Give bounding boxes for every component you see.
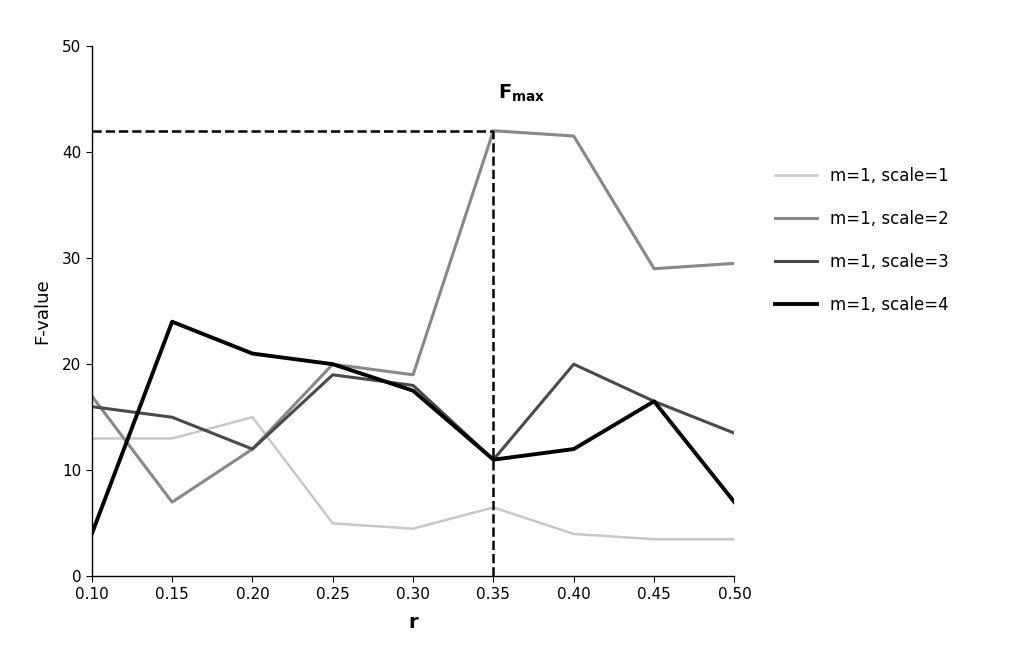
m=1, scale=4 — [247, 350, 259, 358]
Line: m=1, scale=4: m=1, scale=4 — [92, 322, 734, 534]
m=1, scale=2 — [567, 132, 579, 140]
m=1, scale=3 — [728, 429, 740, 437]
m=1, scale=2 — [166, 498, 178, 506]
m=1, scale=2 — [728, 259, 740, 267]
X-axis label: r: r — [408, 613, 418, 632]
m=1, scale=1 — [567, 530, 579, 538]
m=1, scale=3 — [487, 456, 499, 464]
m=1, scale=2 — [247, 445, 259, 453]
Line: m=1, scale=1: m=1, scale=1 — [92, 417, 734, 539]
Line: m=1, scale=2: m=1, scale=2 — [92, 131, 734, 502]
Y-axis label: F-value: F-value — [33, 278, 51, 344]
m=1, scale=3 — [407, 381, 419, 389]
m=1, scale=1 — [487, 504, 499, 512]
m=1, scale=1 — [166, 434, 178, 442]
m=1, scale=2 — [86, 392, 98, 400]
m=1, scale=3 — [247, 445, 259, 453]
m=1, scale=3 — [567, 360, 579, 368]
m=1, scale=2 — [407, 371, 419, 379]
m=1, scale=4 — [487, 456, 499, 464]
m=1, scale=1 — [247, 413, 259, 421]
m=1, scale=4 — [326, 360, 338, 368]
m=1, scale=3 — [86, 403, 98, 411]
m=1, scale=4 — [567, 445, 579, 453]
m=1, scale=4 — [647, 398, 659, 405]
m=1, scale=3 — [166, 413, 178, 421]
m=1, scale=2 — [647, 265, 659, 272]
m=1, scale=1 — [326, 519, 338, 527]
m=1, scale=1 — [86, 434, 98, 442]
m=1, scale=4 — [407, 386, 419, 394]
m=1, scale=2 — [326, 360, 338, 368]
m=1, scale=1 — [647, 535, 659, 543]
m=1, scale=4 — [166, 318, 178, 326]
Line: m=1, scale=3: m=1, scale=3 — [92, 364, 734, 460]
Legend: m=1, scale=1, m=1, scale=2, m=1, scale=3, m=1, scale=4: m=1, scale=1, m=1, scale=2, m=1, scale=3… — [767, 160, 955, 321]
Text: $\mathbf{F}_{\mathbf{max}}$: $\mathbf{F}_{\mathbf{max}}$ — [497, 83, 545, 104]
m=1, scale=1 — [407, 525, 419, 533]
m=1, scale=3 — [326, 371, 338, 379]
m=1, scale=4 — [728, 498, 740, 506]
m=1, scale=2 — [487, 127, 499, 135]
m=1, scale=4 — [86, 530, 98, 538]
m=1, scale=3 — [647, 398, 659, 405]
m=1, scale=1 — [728, 535, 740, 543]
